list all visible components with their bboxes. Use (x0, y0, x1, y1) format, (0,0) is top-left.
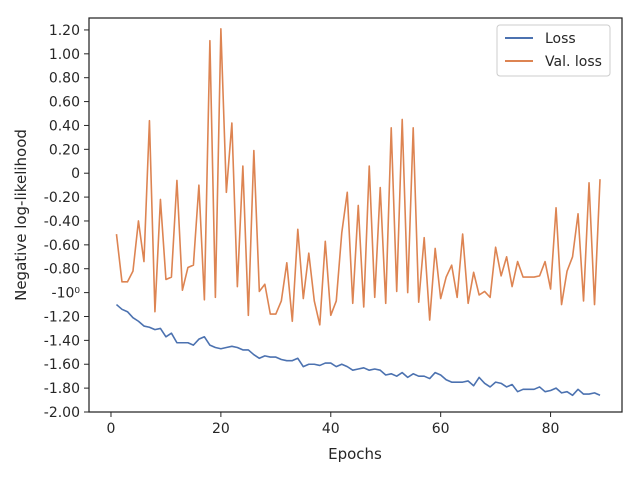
plot-lines (115, 27, 601, 397)
plot-frame (88, 17, 623, 413)
y-tick-label: -0.60 (44, 238, 80, 254)
legend-label-loss: Loss (545, 31, 576, 47)
val-loss-line (115, 27, 601, 326)
y-tick-label: -0.20 (44, 190, 80, 206)
y-tick-label: 0.80 (49, 71, 80, 87)
legend: Loss Val. loss (496, 24, 611, 77)
y-tick-label: 0 (71, 166, 80, 182)
y-tick-label: -1.40 (44, 333, 80, 349)
y-tick-label: -2.00 (44, 405, 80, 421)
legend-label-val-loss: Val. loss (545, 54, 602, 70)
y-tick-label: 1.00 (49, 47, 80, 63)
y-tick-label: -1.60 (44, 357, 80, 373)
y-tick-label: -1.80 (44, 381, 80, 397)
loss-line (115, 303, 601, 397)
x-tick-label: 60 (432, 421, 450, 437)
y-tick-label: 0.20 (49, 142, 80, 158)
y-axis: -2.00 -1.80 -1.60 -1.40 -1.20 -10⁰ -0.80 -0.60 -… (44, 23, 89, 421)
x-axis: 0 20 40 60 80 (107, 412, 560, 437)
x-axis-title: Epochs (328, 445, 382, 463)
y-tick-label: 0.40 (49, 118, 80, 134)
y-axis-title: Negative log-likelihood (12, 129, 30, 301)
y-tick-label: 1.20 (49, 23, 80, 39)
y-tick-label: -10⁰ (52, 286, 81, 302)
x-tick-label: 20 (212, 421, 230, 437)
y-tick-label: -0.80 (44, 262, 80, 278)
y-tick-label: -1.20 (44, 309, 80, 325)
x-tick-label: 0 (107, 421, 116, 437)
y-tick-label: 0.60 (49, 95, 80, 111)
y-tick-label: -0.40 (44, 214, 80, 230)
x-tick-label: 40 (322, 421, 340, 437)
x-tick-label: 80 (542, 421, 560, 437)
